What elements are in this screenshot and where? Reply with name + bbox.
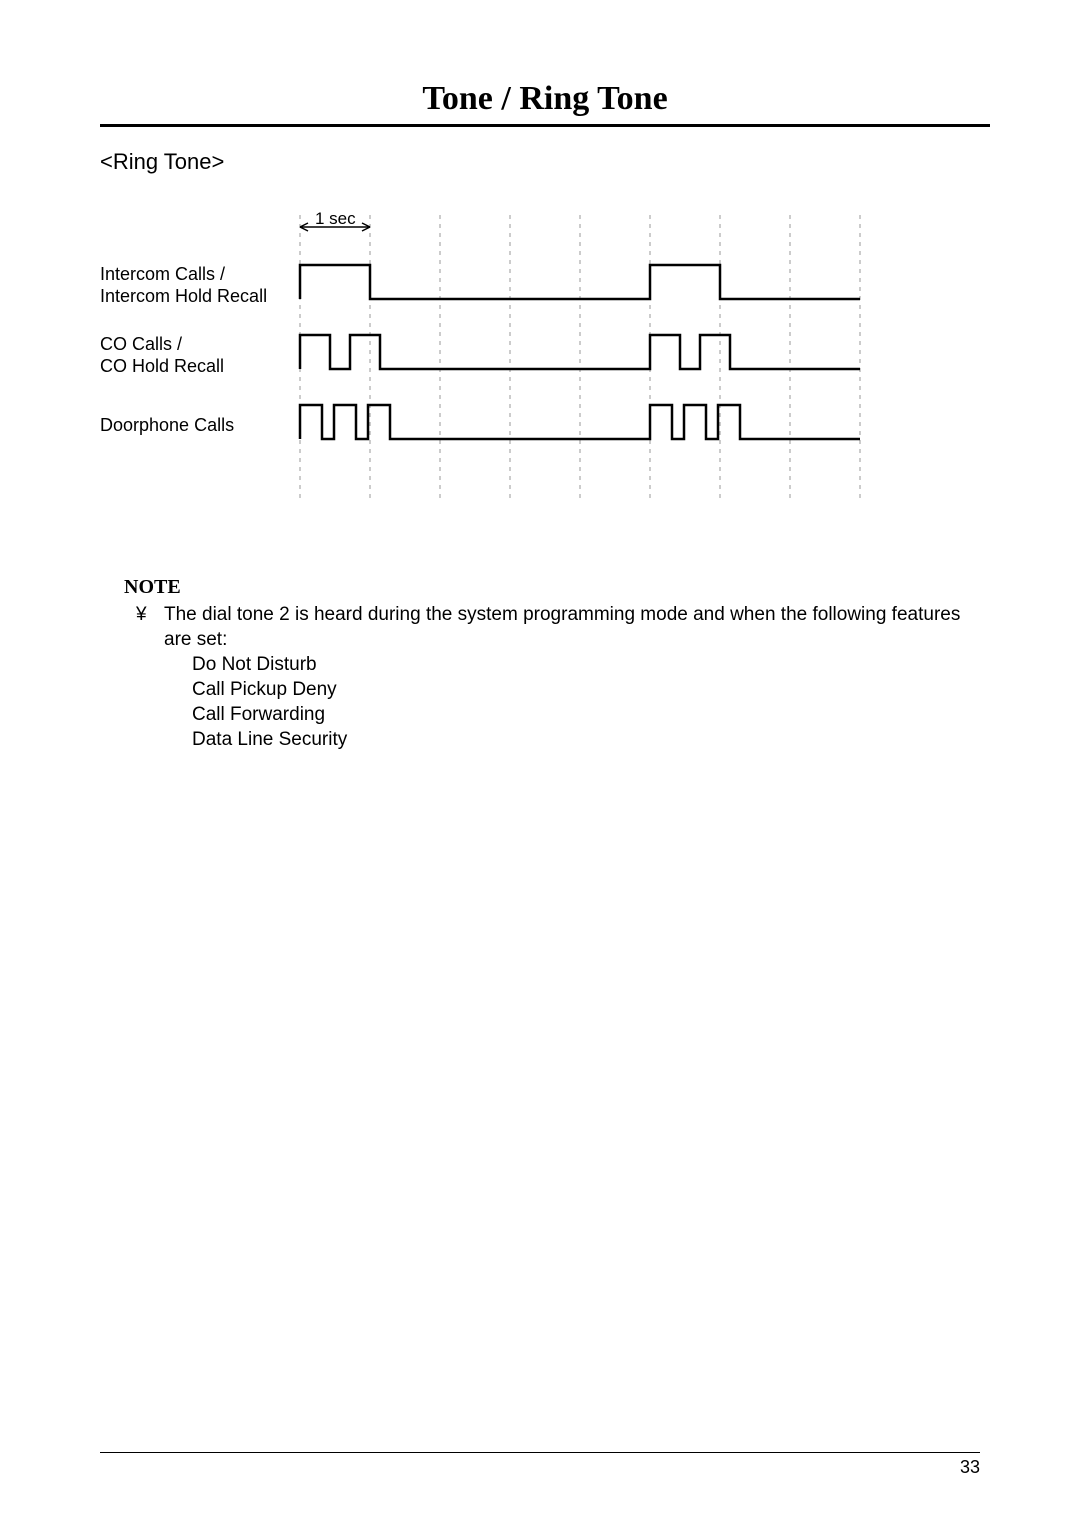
note-block: NOTE ¥ The dial tone 2 is heard during t… xyxy=(100,575,990,752)
feature-item: Call Forwarding xyxy=(192,702,990,727)
note-bullet: ¥ xyxy=(136,602,164,652)
svg-text:1 sec: 1 sec xyxy=(315,209,356,228)
label-co: CO Calls /CO Hold Recall xyxy=(100,333,224,377)
page-title: Tone / Ring Tone xyxy=(100,80,990,127)
label-intercom: Intercom Calls /Intercom Hold Recall xyxy=(100,263,267,307)
note-text: The dial tone 2 is heard during the syst… xyxy=(164,602,990,652)
feature-item: Do Not Disturb xyxy=(192,652,990,677)
feature-item: Data Line Security xyxy=(192,727,990,752)
note-heading: NOTE xyxy=(124,575,990,600)
feature-item: Call Pickup Deny xyxy=(192,677,990,702)
ring-tone-diagram: 1 sec Intercom Calls /Intercom Hold Reca… xyxy=(100,205,900,495)
section-label: <Ring Tone> xyxy=(100,149,990,175)
label-doorphone: Doorphone Calls xyxy=(100,414,234,436)
feature-list: Do Not DisturbCall Pickup DenyCall Forwa… xyxy=(192,652,990,752)
page-number: 33 xyxy=(100,1452,980,1478)
